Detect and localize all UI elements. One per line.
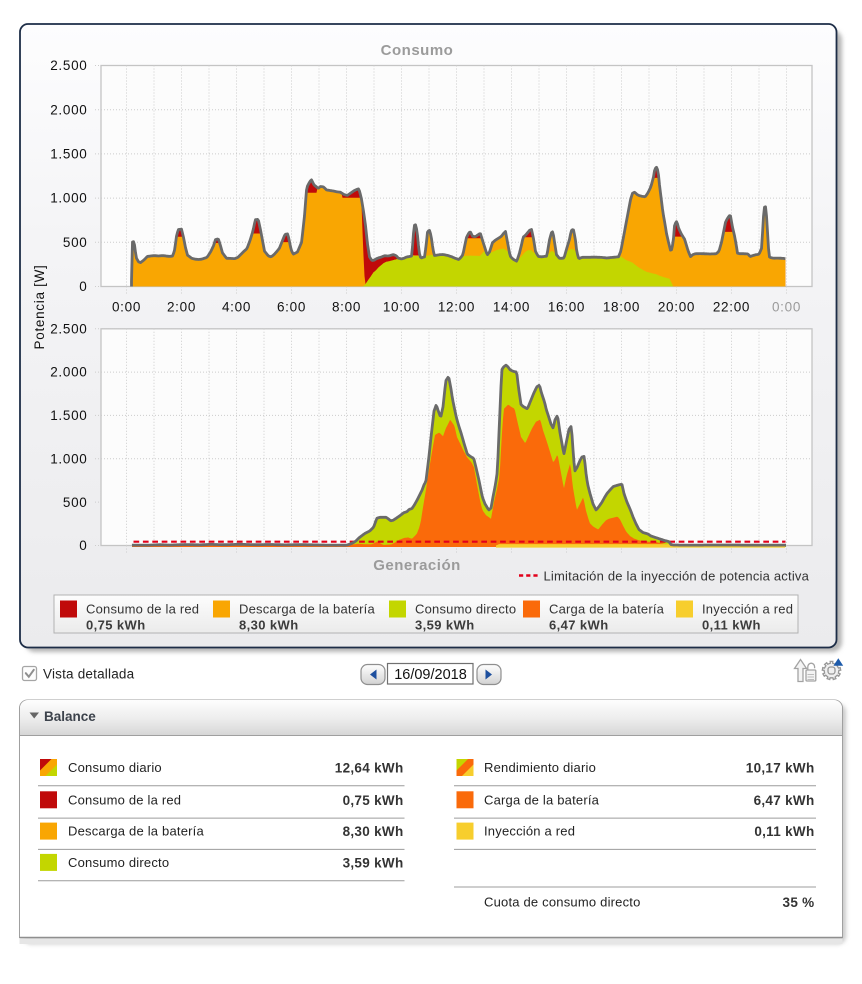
svg-text:Potencia [W]: Potencia [W]	[32, 265, 47, 350]
svg-text:500: 500	[63, 495, 88, 510]
svg-text:12:00: 12:00	[438, 300, 475, 315]
svg-text:0:00: 0:00	[112, 300, 141, 315]
svg-text:Inyección a red: Inyección a red	[484, 824, 575, 839]
svg-text:Consumo directo: Consumo directo	[68, 855, 169, 870]
svg-text:35 %: 35 %	[783, 895, 815, 910]
svg-text:1.500: 1.500	[50, 147, 87, 162]
svg-text:2.000: 2.000	[50, 102, 87, 117]
svg-text:0: 0	[79, 538, 87, 553]
svg-text:2.500: 2.500	[50, 58, 87, 73]
svg-text:Consumo diario: Consumo diario	[68, 760, 162, 775]
svg-text:Inyección a red: Inyección a red	[702, 602, 793, 617]
svg-text:Vista detallada: Vista detallada	[43, 667, 135, 682]
svg-text:0:00: 0:00	[772, 300, 801, 315]
svg-text:16:00: 16:00	[548, 300, 585, 315]
svg-text:Consumo de la red: Consumo de la red	[68, 792, 181, 807]
svg-text:Consumo directo: Consumo directo	[415, 602, 516, 617]
svg-text:0,75 kWh: 0,75 kWh	[343, 793, 404, 808]
svg-text:2.000: 2.000	[50, 365, 87, 380]
svg-text:Generación: Generación	[373, 557, 461, 574]
svg-text:1.000: 1.000	[50, 191, 87, 206]
svg-text:Cuota de consumo directo: Cuota de consumo directo	[484, 895, 641, 910]
svg-text:2:00: 2:00	[167, 300, 196, 315]
svg-text:16/09/2018: 16/09/2018	[394, 667, 467, 683]
svg-text:2.500: 2.500	[50, 321, 87, 336]
svg-text:8:00: 8:00	[332, 300, 361, 315]
svg-text:20:00: 20:00	[658, 300, 695, 315]
svg-text:18:00: 18:00	[603, 300, 640, 315]
svg-text:3,59 kWh: 3,59 kWh	[415, 618, 475, 633]
svg-text:6,47 kWh: 6,47 kWh	[549, 618, 609, 633]
svg-text:4:00: 4:00	[222, 300, 251, 315]
svg-text:0,11 kWh: 0,11 kWh	[754, 824, 814, 839]
svg-text:0,11 kWh: 0,11 kWh	[702, 618, 761, 633]
svg-text:1.500: 1.500	[50, 408, 87, 423]
svg-text:Descarga de la batería: Descarga de la batería	[68, 824, 204, 839]
svg-text:8,30 kWh: 8,30 kWh	[343, 824, 404, 839]
svg-text:6,47 kWh: 6,47 kWh	[754, 793, 815, 808]
svg-text:10:00: 10:00	[383, 300, 420, 315]
svg-text:8,30 kWh: 8,30 kWh	[239, 618, 299, 633]
svg-text:Carga de la batería: Carga de la batería	[484, 792, 600, 807]
svg-text:22:00: 22:00	[713, 300, 750, 315]
svg-text:Rendimiento diario: Rendimiento diario	[484, 760, 596, 775]
svg-text:Limitación de la inyección de: Limitación de la inyección de potencia a…	[544, 569, 810, 584]
svg-text:0,75 kWh: 0,75 kWh	[86, 618, 146, 633]
svg-text:1.000: 1.000	[50, 451, 87, 466]
svg-text:Balance: Balance	[44, 709, 96, 724]
svg-text:Consumo: Consumo	[381, 42, 454, 59]
svg-text:Carga de la batería: Carga de la batería	[549, 602, 665, 617]
svg-text:500: 500	[63, 235, 88, 250]
svg-text:14:00: 14:00	[493, 300, 530, 315]
svg-text:6:00: 6:00	[277, 300, 306, 315]
svg-text:Consumo de la red: Consumo de la red	[86, 602, 199, 617]
svg-text:Descarga de la batería: Descarga de la batería	[239, 602, 375, 617]
svg-text:0: 0	[79, 279, 87, 294]
svg-text:10,17 kWh: 10,17 kWh	[746, 761, 815, 776]
svg-text:3,59 kWh: 3,59 kWh	[343, 855, 404, 870]
svg-text:12,64 kWh: 12,64 kWh	[335, 761, 404, 776]
